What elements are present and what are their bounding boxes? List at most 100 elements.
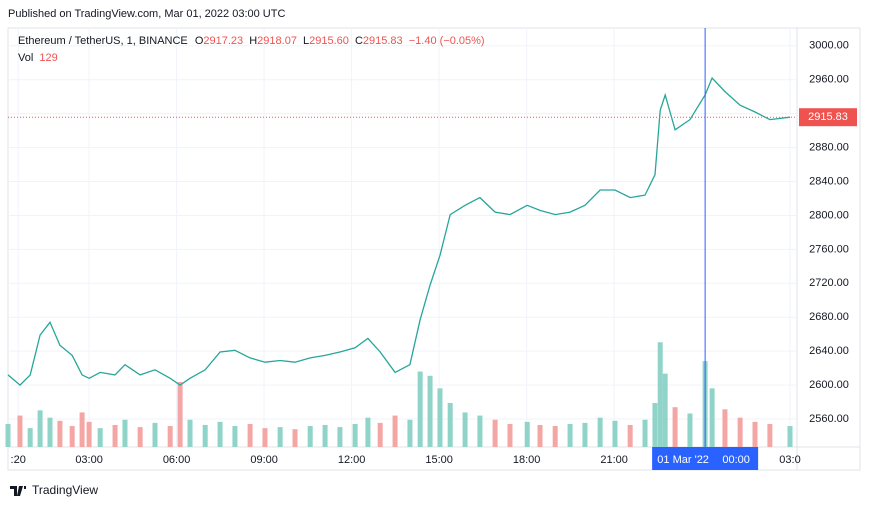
volume-bar	[122, 419, 128, 447]
crosshair-date: 01 Mar '22	[657, 454, 709, 466]
volume-bar	[352, 423, 358, 447]
y-tick-label: 2680.00	[809, 311, 849, 323]
volume-bar	[737, 417, 743, 447]
volume-bar	[507, 423, 513, 447]
volume-bar	[437, 388, 443, 447]
volume-bar	[247, 423, 253, 447]
x-tick-label: 18:00	[513, 454, 541, 466]
volume-bar	[407, 419, 413, 447]
symbol: Ethereum / TetherUS, 1, BINANCE	[18, 35, 188, 47]
volume-bar	[5, 423, 11, 447]
change: −1.40 (−0.05%)	[409, 35, 485, 47]
y-tick-label: 2560.00	[809, 413, 849, 425]
volume-bar	[47, 417, 53, 447]
open-label: O	[195, 35, 204, 47]
x-tick-label: 12:00	[338, 454, 366, 466]
volume-bar	[177, 382, 183, 447]
low: 2915.60	[309, 35, 349, 47]
volume-bar	[337, 427, 343, 447]
volume-bar	[377, 422, 383, 447]
volume-bar	[86, 421, 92, 447]
volume-bar	[167, 426, 173, 447]
x-tick-label: 03:00	[75, 454, 103, 466]
volume-bar	[582, 422, 588, 447]
volume-bar	[17, 415, 23, 447]
volume-bar	[152, 422, 158, 447]
last-price-label: 2915.83	[808, 111, 848, 123]
y-tick-label: 2880.00	[809, 141, 849, 153]
open: 2917.23	[203, 35, 243, 47]
volume-bar	[307, 426, 313, 447]
volume-bar	[627, 425, 633, 447]
volume-bar	[417, 371, 423, 447]
volume-bar	[462, 412, 468, 447]
x-tick-label: :20	[11, 454, 26, 466]
volume-bar	[652, 403, 658, 447]
y-tick-label: 2600.00	[809, 379, 849, 391]
vol-legend: Vol 129	[18, 52, 58, 64]
volume-bar	[767, 423, 773, 447]
y-tick-label: 2960.00	[809, 74, 849, 86]
volume-bar	[567, 423, 573, 447]
low-label: L	[303, 35, 309, 47]
volume-bar	[137, 427, 143, 447]
volume-bar	[97, 428, 103, 447]
volume-bar	[79, 412, 85, 447]
y-tick-label: 2760.00	[809, 243, 849, 255]
volume-bar	[722, 409, 728, 447]
volume-bar	[524, 421, 530, 447]
volume-bar	[262, 428, 268, 447]
x-tick-label: 15:00	[425, 454, 453, 466]
x-tick-label: 21:00	[600, 454, 628, 466]
volume-bar	[187, 419, 193, 447]
last-price-box	[799, 108, 857, 127]
volume-bar	[37, 410, 43, 447]
header: Published on TradingView.com, Mar 01, 20…	[8, 8, 285, 20]
crosshair-time: 00:00	[722, 454, 750, 466]
volume-bar	[657, 342, 663, 447]
volume-bar	[672, 407, 678, 447]
close-label: C	[355, 35, 363, 47]
volume-bar	[365, 417, 371, 447]
logo	[10, 486, 26, 496]
volume-bar	[787, 426, 793, 447]
volume-bar	[292, 429, 298, 447]
high-label: H	[249, 35, 257, 47]
volume-bar	[537, 425, 543, 447]
y-tick-label: 2640.00	[809, 345, 849, 357]
volume-bar	[202, 425, 208, 447]
volume-bar	[612, 420, 618, 447]
crosshair-label-box	[652, 447, 759, 470]
volume-bar	[492, 419, 498, 447]
volume-bar	[27, 428, 33, 447]
volume-bar	[392, 415, 398, 447]
volume-bar	[447, 403, 453, 447]
footer: TradingView	[32, 483, 98, 497]
y-tick-label: 2840.00	[809, 175, 849, 187]
price-line	[7, 76, 791, 386]
volume-bar	[752, 421, 758, 447]
x-tick-label: 03:0	[779, 454, 800, 466]
volume-bar	[277, 427, 283, 447]
volume-bar	[427, 375, 433, 447]
volume-bar	[112, 425, 118, 447]
volume-bar	[57, 420, 63, 447]
volume-bar	[687, 413, 693, 447]
volume-bar	[597, 417, 603, 447]
y-tick-label: 2720.00	[809, 277, 849, 289]
x-tick-label: 06:00	[163, 454, 191, 466]
volume-bar	[662, 373, 668, 447]
y-tick-label: 3000.00	[809, 40, 849, 52]
close: 2915.83	[363, 35, 403, 47]
vol: 129	[39, 52, 57, 64]
x-tick-label: 09:00	[250, 454, 278, 466]
volume-bar	[552, 426, 558, 447]
volume-bar	[477, 415, 483, 447]
volume-bar	[232, 426, 238, 447]
volume-bar	[322, 425, 328, 447]
volume-bar	[709, 388, 715, 447]
legend: Ethereum / TetherUS, 1, BINANCE O2917.23…	[18, 35, 485, 47]
volume-bar	[217, 421, 223, 447]
